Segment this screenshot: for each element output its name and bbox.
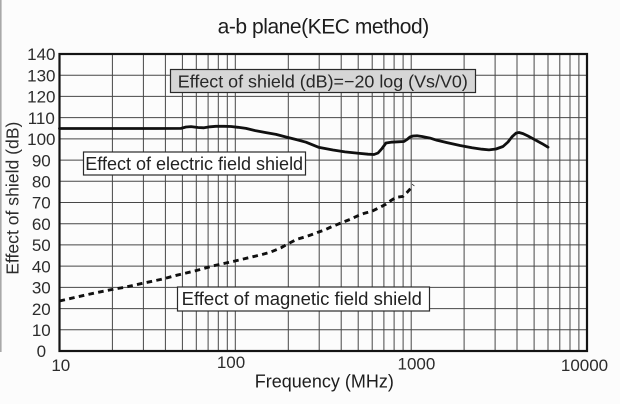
svg-text:100: 100 <box>217 353 245 372</box>
svg-text:1000: 1000 <box>397 355 435 374</box>
svg-text:10000: 10000 <box>561 356 608 375</box>
svg-text:30: 30 <box>32 279 51 298</box>
svg-text:120: 120 <box>27 88 55 107</box>
svg-text:10: 10 <box>32 321 51 340</box>
svg-text:20: 20 <box>32 300 51 319</box>
svg-text:70: 70 <box>32 194 51 213</box>
svg-text:80: 80 <box>32 173 51 192</box>
svg-text:10: 10 <box>51 356 70 375</box>
svg-text:40: 40 <box>32 257 51 276</box>
svg-text:100: 100 <box>27 130 55 149</box>
svg-text:130: 130 <box>27 66 55 85</box>
svg-text:0: 0 <box>37 342 46 361</box>
svg-text:Frequency (MHz): Frequency (MHz) <box>255 372 394 392</box>
svg-text:50: 50 <box>32 236 51 255</box>
svg-text:a-b plane(KEC method): a-b plane(KEC method) <box>218 16 429 39</box>
svg-text:Effect of shield (dB)=−20 log: Effect of shield (dB)=−20 log (Vs/V0) <box>178 71 468 91</box>
svg-text:Effect of magnetic field shiel: Effect of magnetic field shield <box>182 288 422 309</box>
svg-text:140: 140 <box>27 45 55 64</box>
svg-text:90: 90 <box>32 151 51 170</box>
svg-text:110: 110 <box>28 109 55 128</box>
svg-text:Effect of electric field shiel: Effect of electric field shield <box>85 154 303 174</box>
svg-text:60: 60 <box>32 215 51 234</box>
svg-text:Effect of shield (dB): Effect of shield (dB) <box>3 122 23 275</box>
